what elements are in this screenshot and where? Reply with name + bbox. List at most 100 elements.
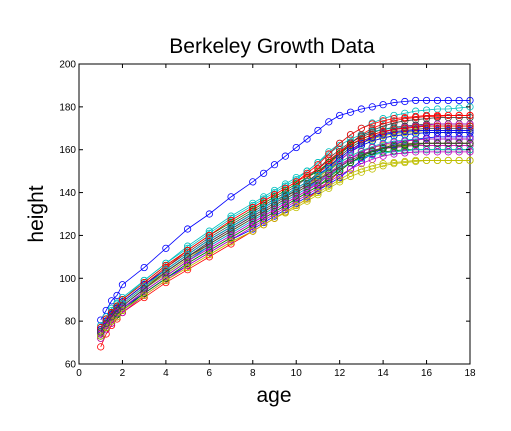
- series-2: [97, 128, 474, 334]
- data-point: [336, 148, 344, 156]
- data-point: [336, 176, 344, 184]
- data-point: [357, 151, 365, 159]
- x-tick-label: 0: [76, 368, 82, 379]
- data-point: [390, 158, 398, 167]
- data-point: [466, 135, 474, 143]
- data-point: [97, 343, 105, 351]
- data-point: [113, 306, 121, 315]
- x-tick-label: 10: [291, 368, 303, 379]
- data-point: [379, 101, 387, 109]
- series-line: [100, 151, 470, 339]
- data-point: [97, 328, 105, 336]
- series-28: [97, 139, 474, 336]
- data-point: [444, 122, 452, 130]
- data-point: [379, 143, 387, 152]
- series-1: [97, 96, 474, 324]
- data-point: [368, 162, 376, 170]
- data-point: [444, 113, 452, 122]
- data-point: [346, 108, 355, 116]
- data-point: [390, 98, 398, 107]
- y-tick-label: 200: [59, 60, 76, 71]
- data-point: [412, 123, 420, 131]
- x-tick-label: 14: [378, 368, 390, 379]
- data-point: [466, 156, 474, 165]
- data-point: [412, 156, 420, 165]
- data-point: [249, 214, 257, 222]
- data-point: [455, 111, 463, 120]
- data-point: [433, 111, 442, 120]
- series-line: [100, 138, 470, 333]
- data-point: [368, 120, 376, 128]
- series-23: [97, 139, 474, 340]
- series-9: [97, 146, 474, 340]
- data-point: [303, 178, 311, 186]
- data-point: [102, 321, 110, 330]
- series-16: [97, 122, 474, 332]
- data-point: [260, 221, 268, 229]
- data-point: [314, 188, 322, 197]
- series-line: [100, 138, 470, 335]
- data-point: [184, 263, 192, 272]
- data-point: [444, 139, 452, 147]
- data-point: [433, 156, 442, 165]
- data-point: [140, 285, 148, 293]
- series-27: [97, 156, 474, 340]
- data-point: [162, 276, 170, 285]
- data-point: [422, 156, 431, 165]
- series-10: [97, 139, 474, 351]
- data-point: [97, 330, 105, 338]
- data-point: [118, 302, 127, 310]
- data-point: [422, 96, 431, 105]
- data-point: [444, 156, 452, 165]
- series-13: [97, 139, 474, 338]
- data-point: [422, 126, 431, 135]
- data-point: [412, 96, 420, 105]
- y-tick-label: 160: [59, 145, 76, 156]
- data-point: [455, 135, 463, 143]
- data-point: [292, 184, 300, 192]
- data-point: [336, 111, 344, 120]
- data-point: [444, 126, 452, 135]
- data-point: [162, 244, 170, 252]
- y-tick-label: 80: [65, 317, 77, 328]
- data-point: [249, 210, 257, 218]
- data-point: [260, 212, 268, 220]
- data-point: [270, 214, 279, 222]
- data-point: [325, 118, 333, 126]
- data-point: [281, 191, 289, 199]
- data-point: [346, 156, 355, 165]
- data-point: [455, 139, 463, 147]
- data-point: [455, 148, 463, 156]
- series-21: [97, 124, 474, 338]
- series-18: [97, 146, 474, 340]
- data-point: [325, 169, 333, 177]
- data-point: [97, 332, 105, 340]
- data-point: [270, 197, 279, 205]
- data-point: [444, 148, 452, 156]
- data-point: [260, 203, 268, 212]
- data-point: [281, 208, 289, 216]
- data-point: [346, 131, 355, 139]
- data-point: [390, 141, 398, 150]
- data-point: [422, 135, 431, 143]
- data-point: [205, 210, 213, 218]
- x-axis-label: age: [256, 384, 291, 407]
- x-tick-label: 18: [464, 368, 476, 379]
- data-point: [270, 206, 279, 214]
- x-tick-label: 2: [120, 368, 126, 379]
- data-point: [401, 97, 409, 106]
- data-point: [303, 186, 311, 195]
- data-point: [390, 150, 398, 158]
- data-point: [422, 124, 431, 132]
- data-point: [455, 124, 463, 132]
- data-point: [102, 323, 110, 332]
- data-point: [455, 113, 463, 122]
- data-point: [270, 201, 279, 210]
- data-point: [292, 143, 300, 152]
- y-axis: 60 80 100 120 140 160 180 200: [59, 60, 470, 371]
- series-line: [100, 125, 470, 328]
- data-point: [455, 96, 463, 105]
- data-point: [401, 109, 409, 117]
- x-tick-label: 12: [334, 368, 346, 379]
- data-point: [455, 156, 463, 165]
